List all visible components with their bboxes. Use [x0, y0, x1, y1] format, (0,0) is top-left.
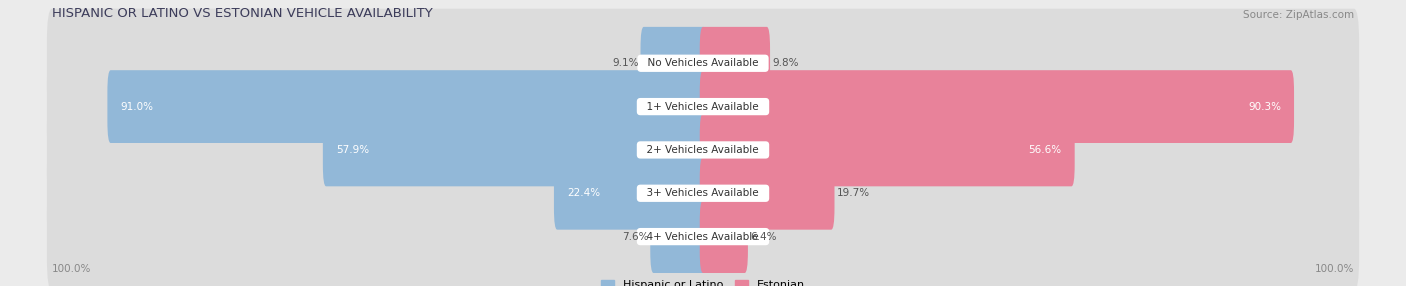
- FancyBboxPatch shape: [700, 114, 1074, 186]
- Text: 91.0%: 91.0%: [121, 102, 153, 112]
- Text: 2+ Vehicles Available: 2+ Vehicles Available: [641, 145, 765, 155]
- Text: 6.4%: 6.4%: [749, 232, 776, 242]
- FancyBboxPatch shape: [46, 9, 1360, 118]
- FancyBboxPatch shape: [46, 139, 1360, 248]
- Legend: Hispanic or Latino, Estonian: Hispanic or Latino, Estonian: [596, 275, 810, 286]
- Text: 9.8%: 9.8%: [772, 58, 799, 68]
- FancyBboxPatch shape: [700, 27, 770, 100]
- Text: 4+ Vehicles Available: 4+ Vehicles Available: [641, 232, 765, 242]
- Text: Source: ZipAtlas.com: Source: ZipAtlas.com: [1243, 10, 1354, 20]
- Text: 100.0%: 100.0%: [1315, 264, 1354, 274]
- Text: HISPANIC OR LATINO VS ESTONIAN VEHICLE AVAILABILITY: HISPANIC OR LATINO VS ESTONIAN VEHICLE A…: [52, 7, 433, 20]
- Text: 22.4%: 22.4%: [567, 188, 600, 198]
- Text: 7.6%: 7.6%: [621, 232, 648, 242]
- Text: 3+ Vehicles Available: 3+ Vehicles Available: [641, 188, 765, 198]
- Text: 56.6%: 56.6%: [1029, 145, 1062, 155]
- FancyBboxPatch shape: [107, 70, 706, 143]
- FancyBboxPatch shape: [700, 200, 748, 273]
- Text: No Vehicles Available: No Vehicles Available: [641, 58, 765, 68]
- Text: 19.7%: 19.7%: [837, 188, 869, 198]
- FancyBboxPatch shape: [46, 182, 1360, 286]
- FancyBboxPatch shape: [323, 114, 706, 186]
- FancyBboxPatch shape: [700, 70, 1294, 143]
- Text: 1+ Vehicles Available: 1+ Vehicles Available: [641, 102, 765, 112]
- Text: 9.1%: 9.1%: [612, 58, 638, 68]
- Text: 100.0%: 100.0%: [52, 264, 91, 274]
- FancyBboxPatch shape: [554, 157, 706, 230]
- FancyBboxPatch shape: [650, 200, 706, 273]
- Text: 90.3%: 90.3%: [1249, 102, 1281, 112]
- FancyBboxPatch shape: [700, 157, 835, 230]
- FancyBboxPatch shape: [641, 27, 706, 100]
- FancyBboxPatch shape: [46, 95, 1360, 204]
- FancyBboxPatch shape: [46, 52, 1360, 161]
- Text: 57.9%: 57.9%: [336, 145, 368, 155]
